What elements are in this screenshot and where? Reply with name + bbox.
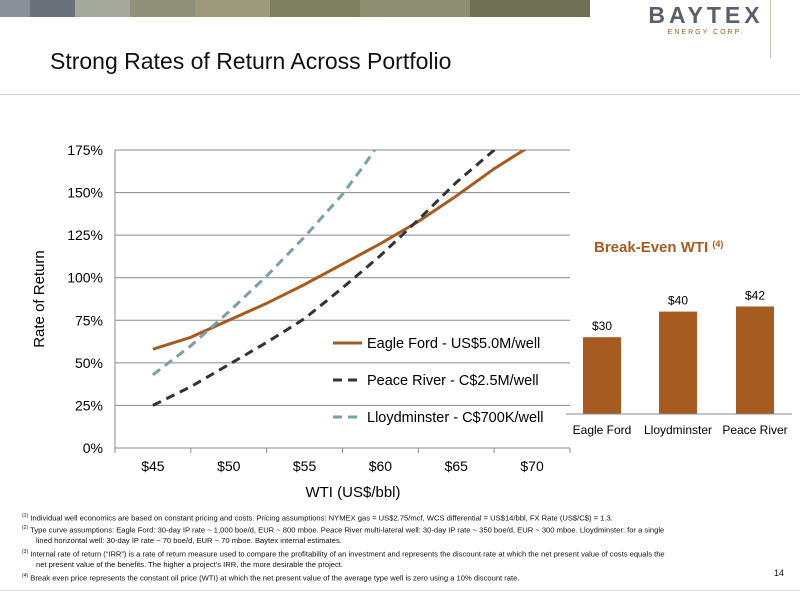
legend-label-3: Lloydminster - C$700K/well — [367, 410, 544, 426]
y-tick-label: 125% — [67, 227, 103, 243]
footnote-3-text: Internal rate of return (“IRR”) is a rat… — [30, 549, 665, 559]
bar-value-label: $30 — [592, 319, 612, 333]
x-axis-label: WTI (US$/bbl) — [305, 484, 400, 501]
footnote-3-cont: net present value of the benefits. The h… — [36, 559, 344, 569]
footnote-2-mark: (2) — [22, 525, 29, 531]
y-tick-label: 100% — [67, 270, 103, 286]
y-tick-label: 75% — [75, 312, 103, 328]
logo-divider — [770, 0, 771, 58]
bottom-divider — [0, 590, 800, 591]
y-axis-label: Rate of Return — [31, 250, 48, 348]
bar-chart-title-text: Break-Even WTI — [594, 239, 712, 256]
legend-label-2: Peace River - C$2.5M/well — [367, 373, 539, 389]
bar-value-label: $42 — [745, 288, 765, 302]
bar-category-label: Peace River — [722, 423, 787, 437]
x-tick-label: $70 — [520, 458, 544, 474]
footnote-1-mark: (1) — [22, 513, 29, 519]
footnote-3-mark: (3) — [22, 549, 29, 555]
header-bar-segment — [0, 0, 30, 17]
bar-chart-title-note: (4) — [712, 239, 723, 249]
footnote-4: (4) Break even price represents the cons… — [22, 571, 792, 584]
series-line-2 — [152, 150, 497, 407]
footnote-1: (1) Individual well economics are based … — [22, 511, 792, 524]
title-divider — [0, 94, 800, 95]
series-line-1 — [152, 150, 527, 351]
bar-1 — [583, 337, 621, 414]
footnote-2: (2) Type curve assumptions: Eagle Ford: … — [22, 523, 792, 546]
bar-3 — [736, 306, 774, 414]
y-tick-label: 25% — [75, 397, 103, 413]
bar-value-label: $40 — [668, 294, 688, 308]
x-tick-label: $45 — [141, 458, 165, 474]
x-tick-label: $60 — [369, 458, 393, 474]
slide-title: Strong Rates of Return Across Portfolio — [50, 48, 452, 74]
y-tick-label: 50% — [75, 355, 103, 371]
bar-category-label: Eagle Ford — [573, 423, 632, 437]
footnote-4-mark: (4) — [22, 573, 29, 579]
footnote-2-text: Type curve assumptions: Eagle Ford: 30-d… — [30, 525, 665, 535]
header-bar-segment — [270, 0, 360, 17]
x-tick-label: $50 — [217, 458, 241, 474]
legend-label-1: Eagle Ford - US$5.0M/well — [367, 336, 540, 352]
y-tick-label: 0% — [83, 440, 103, 456]
footnote-3: (3) Internal rate of return (“IRR”) is a… — [22, 547, 792, 570]
header-bar-segment — [75, 0, 130, 17]
header-bar-segment — [30, 0, 75, 17]
header-color-bar — [0, 0, 590, 17]
footnote-4-text: Break even price represents the constant… — [30, 573, 520, 583]
bar-category-label: Lloydminster — [644, 423, 712, 437]
bar-2 — [659, 311, 697, 414]
header-bar-segment — [195, 0, 270, 17]
footnote-2-cont: lined horizontal well: 30-day IP rate ~ … — [36, 535, 342, 545]
logo-subtitle: ENERGY CORP. — [667, 29, 745, 36]
header-bar-segment — [470, 0, 590, 17]
header-bar-segment — [360, 0, 470, 17]
header-bar-segment — [130, 0, 195, 17]
bar-chart-title: Break-Even WTI (4) — [594, 239, 723, 256]
baytex-logo: BAYTEX ENERGY CORP. — [640, 2, 772, 38]
x-tick-label: $65 — [445, 458, 469, 474]
page-number: 14 — [774, 568, 785, 578]
logo-name: BAYTEX — [648, 2, 764, 28]
footnote-1-text: Individual well economics are based on c… — [30, 513, 613, 523]
y-tick-label: 150% — [67, 185, 103, 201]
y-tick-label: 175% — [67, 142, 103, 158]
x-tick-label: $55 — [293, 458, 317, 474]
